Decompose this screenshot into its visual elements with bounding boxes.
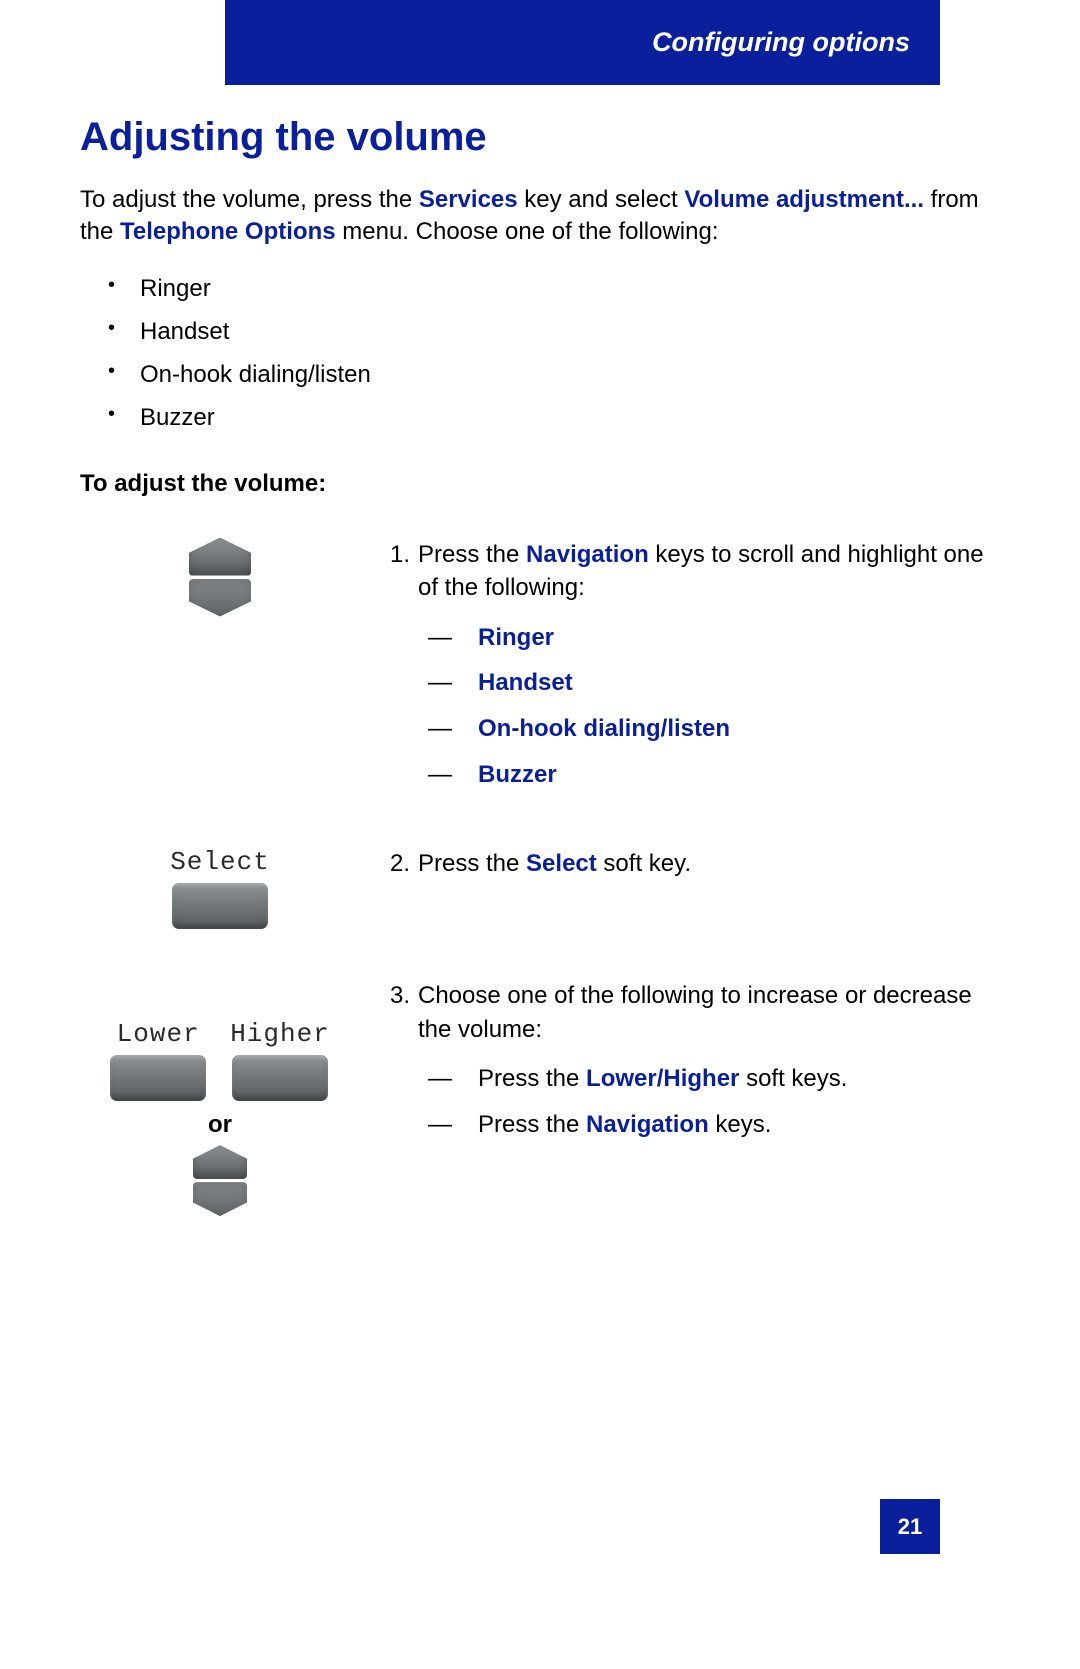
option-onhook: On-hook dialing/listen bbox=[478, 715, 730, 742]
step-3-options: Press the Lower/Higher soft keys. Press … bbox=[418, 1056, 1000, 1147]
page-number-value: 21 bbox=[898, 1514, 922, 1540]
telephone-options-keyword: Telephone Options bbox=[120, 218, 336, 245]
step-1-text: 1. Press the Navigation keys to scroll a… bbox=[390, 538, 1000, 798]
sub-heading: To adjust the volume: bbox=[80, 470, 1000, 498]
list-item: Buzzer bbox=[428, 752, 1000, 798]
step-3-text: 3. Choose one of the following to increa… bbox=[390, 979, 1000, 1147]
option-handset: Handset bbox=[478, 669, 573, 696]
list-item: Press the Lower/Higher soft keys. bbox=[428, 1056, 1000, 1102]
step-3: Lower Higher or 3. bbox=[80, 979, 1000, 1216]
lower-key: Lower bbox=[110, 1019, 206, 1101]
text: Press the bbox=[418, 850, 526, 877]
list-item: Handset bbox=[428, 660, 1000, 706]
header-section-title: Configuring options bbox=[652, 27, 910, 58]
list-item: Press the Navigation keys. bbox=[428, 1102, 1000, 1148]
step-1: 1. Press the Navigation keys to scroll a… bbox=[80, 538, 1000, 798]
step-number: 3. bbox=[390, 979, 418, 1147]
text: Press the bbox=[478, 1111, 586, 1138]
down-arrow-icon bbox=[189, 579, 251, 617]
lower-higher-keyword: Lower/Higher bbox=[586, 1065, 739, 1092]
page-number: 21 bbox=[880, 1499, 940, 1554]
step-2-icon: Select bbox=[80, 847, 360, 929]
steps-container: 1. Press the Navigation keys to scroll a… bbox=[80, 538, 1000, 1217]
text: key and select bbox=[518, 186, 685, 213]
select-key-icon: Select bbox=[170, 847, 270, 929]
higher-key-label: Higher bbox=[230, 1019, 330, 1049]
text: To adjust the volume, press the bbox=[80, 186, 419, 213]
step-2-text: 2. Press the Select soft key. bbox=[390, 847, 1000, 881]
list-item: On-hook dialing/listen bbox=[80, 353, 1000, 396]
text: keys. bbox=[709, 1111, 772, 1138]
step-1-options: Ringer Handset On-hook dialing/listen Bu… bbox=[418, 615, 1000, 797]
softkey-icon bbox=[110, 1055, 206, 1101]
softkey-icon bbox=[232, 1055, 328, 1101]
lower-key-label: Lower bbox=[117, 1019, 200, 1049]
navigation-keyword: Navigation bbox=[526, 541, 649, 568]
list-item: Ringer bbox=[428, 615, 1000, 661]
text: soft key. bbox=[597, 850, 691, 877]
down-arrow-icon bbox=[193, 1182, 247, 1216]
step-2: Select 2. Press the Select soft key. bbox=[80, 847, 1000, 929]
options-list: Ringer Handset On-hook dialing/listen Bu… bbox=[80, 267, 1000, 440]
list-item: Ringer bbox=[80, 267, 1000, 310]
list-item: On-hook dialing/listen bbox=[428, 706, 1000, 752]
navigation-keys-small-icon bbox=[193, 1145, 247, 1216]
list-item: Buzzer bbox=[80, 396, 1000, 439]
intro-paragraph: To adjust the volume, press the Services… bbox=[80, 184, 1000, 249]
list-item: Handset bbox=[80, 310, 1000, 353]
select-key-label: Select bbox=[170, 847, 270, 877]
text: Press the bbox=[478, 1065, 586, 1092]
services-keyword: Services bbox=[419, 186, 518, 213]
volume-adjustment-keyword: Volume adjustment... bbox=[684, 186, 924, 213]
dual-softkeys-icon: Lower Higher bbox=[110, 1019, 330, 1101]
navigation-keys-icon bbox=[189, 538, 251, 617]
text: soft keys. bbox=[739, 1065, 847, 1092]
text: menu. Choose one of the following: bbox=[336, 218, 719, 245]
higher-key: Higher bbox=[230, 1019, 330, 1101]
or-label: or bbox=[208, 1111, 232, 1139]
up-arrow-icon bbox=[189, 538, 251, 576]
text: Choose one of the following to increase … bbox=[418, 982, 972, 1043]
page-content: Adjusting the volume To adjust the volum… bbox=[80, 115, 1000, 1216]
step-1-icon bbox=[80, 538, 360, 617]
option-ringer: Ringer bbox=[478, 624, 554, 651]
option-buzzer: Buzzer bbox=[478, 761, 557, 788]
up-arrow-icon bbox=[193, 1145, 247, 1179]
page-title: Adjusting the volume bbox=[80, 115, 1000, 160]
step-3-icon: Lower Higher or bbox=[80, 979, 360, 1216]
step-number: 1. bbox=[390, 538, 418, 798]
step-number: 2. bbox=[390, 847, 418, 881]
softkey-icon bbox=[172, 883, 268, 929]
navigation-keyword: Navigation bbox=[586, 1111, 709, 1138]
text: Press the bbox=[418, 541, 526, 568]
header-bar: Configuring options bbox=[225, 0, 940, 85]
select-keyword: Select bbox=[526, 850, 597, 877]
